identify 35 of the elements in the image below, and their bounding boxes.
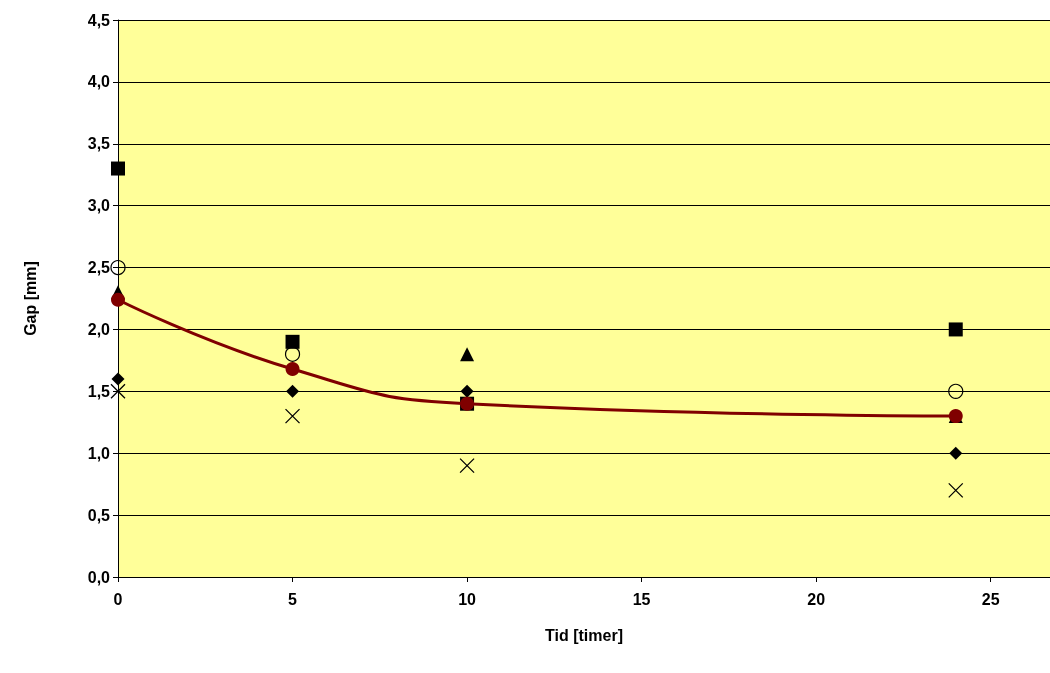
y-tick-label: 4,0 xyxy=(87,73,111,91)
point xyxy=(948,322,963,337)
y-tick-label: 1,5 xyxy=(87,382,111,400)
point xyxy=(285,334,300,349)
y-tick-label: 4,5 xyxy=(87,11,111,29)
point xyxy=(111,292,125,307)
point xyxy=(460,384,474,398)
point xyxy=(948,482,964,499)
y-axis-title: Gap [mm] xyxy=(21,261,39,336)
y-tick-label: 2,0 xyxy=(87,320,111,338)
point xyxy=(285,362,300,377)
y-tick-label: 3,0 xyxy=(87,197,111,215)
point xyxy=(948,383,964,399)
point xyxy=(111,372,125,386)
y-tick-label: 0,5 xyxy=(87,506,111,524)
y-tick-label: 2,5 xyxy=(87,259,111,277)
x-axis-title: Tid [timer] xyxy=(545,626,623,644)
y-tick-label: 3,5 xyxy=(87,135,111,153)
point xyxy=(286,384,300,398)
point xyxy=(460,347,475,362)
point xyxy=(111,161,125,176)
x-tick-label: 25 xyxy=(981,590,1000,608)
x-tick-label: 15 xyxy=(632,590,651,608)
point xyxy=(110,383,126,399)
x-tick-label: 5 xyxy=(288,590,298,608)
point xyxy=(949,446,963,460)
y-tick-label: 1,0 xyxy=(87,444,111,462)
x-tick-label: 20 xyxy=(807,590,826,608)
y-tick-label: 0,0 xyxy=(87,568,111,586)
point xyxy=(110,259,126,276)
x-tick-label: 10 xyxy=(458,590,477,608)
point xyxy=(284,408,301,424)
point xyxy=(284,346,301,362)
x-tick-label: 0 xyxy=(113,590,123,608)
point xyxy=(459,457,475,474)
